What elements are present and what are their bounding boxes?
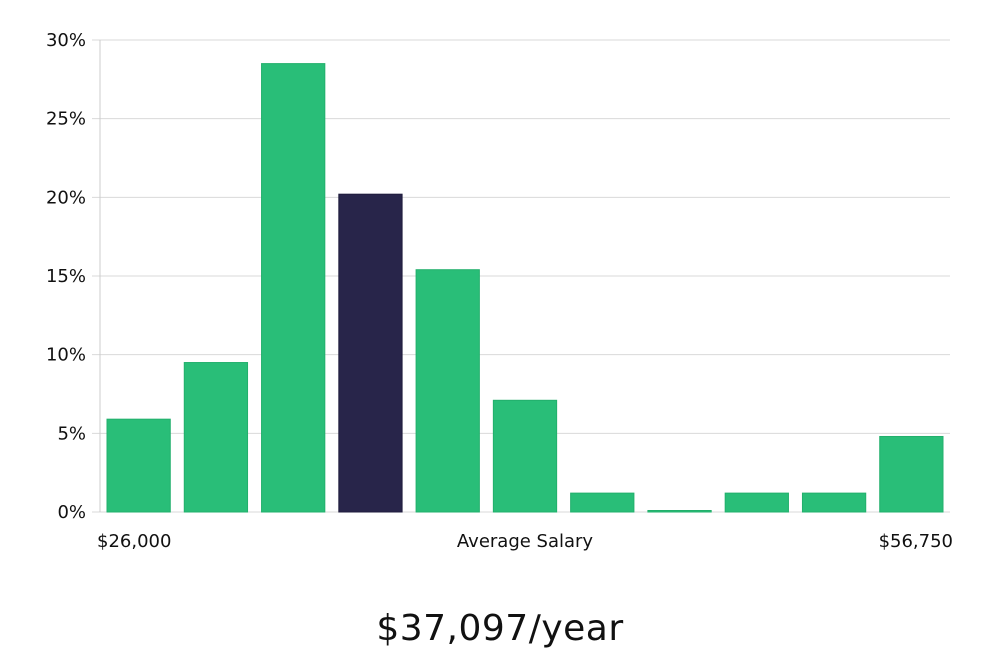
bar: [183, 362, 249, 513]
average-salary-value: $37,097/year: [376, 608, 624, 649]
bar: [261, 63, 326, 513]
bar: [801, 492, 867, 513]
y-tick-label: 15%: [46, 266, 86, 287]
bar: [724, 492, 789, 513]
bar: [647, 510, 712, 513]
y-tick-label: 30%: [46, 30, 86, 51]
x-axis-title: Average Salary: [457, 531, 594, 552]
y-tick-label: 20%: [46, 187, 86, 208]
y-tick-label: 10%: [46, 345, 86, 366]
bar: [415, 269, 480, 513]
y-tick-label: 0%: [57, 502, 86, 523]
bar: [106, 418, 171, 513]
bars: [106, 63, 944, 513]
y-tick-label: 5%: [57, 423, 86, 444]
x-max-label: $56,750: [879, 531, 953, 552]
y-tick-label: 25%: [46, 109, 86, 130]
bar: [492, 399, 558, 513]
bar: [570, 492, 635, 513]
bar-highlighted: [338, 193, 403, 513]
salary-histogram: 0% 5% 10% 15% 20% 25% 30% $26,000 Average Sala…: [46, 30, 953, 552]
bar: [879, 435, 944, 513]
x-min-label: $26,000: [97, 531, 171, 552]
y-axis-ticks: 0% 5% 10% 15% 20% 25% 30%: [46, 30, 86, 523]
